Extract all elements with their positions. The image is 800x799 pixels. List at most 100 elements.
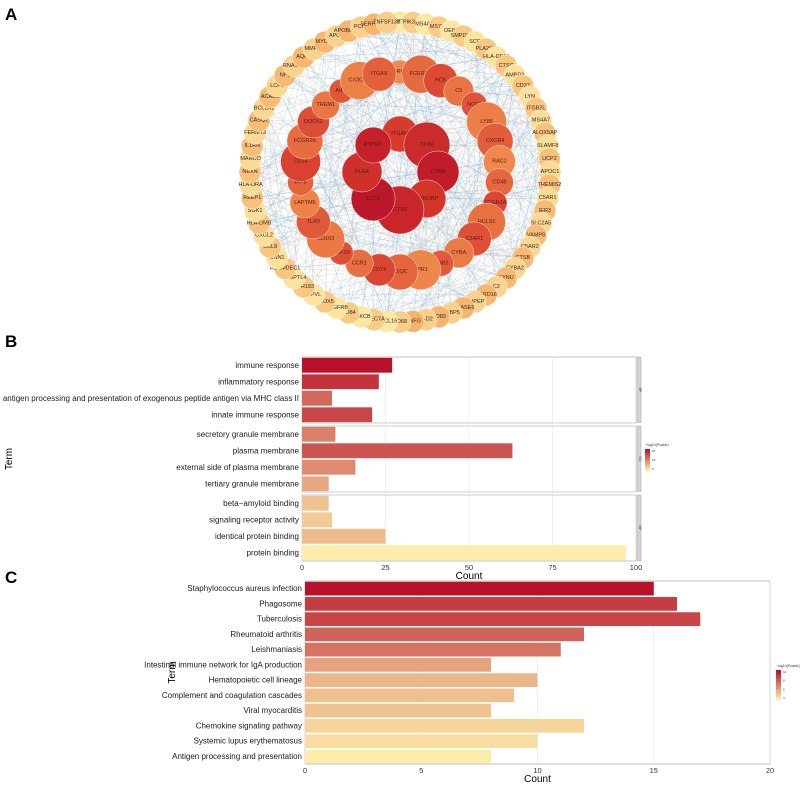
network-node-label: CORO1A	[388, 69, 412, 75]
bar	[302, 443, 513, 459]
legend-gradient-step	[776, 683, 781, 686]
bar	[302, 512, 333, 528]
network-node-label: FPR1	[414, 267, 428, 273]
network-node-circle	[375, 11, 399, 34]
network-edge	[255, 144, 427, 211]
network-edge	[324, 277, 507, 303]
network-edge	[259, 120, 487, 123]
network-node-label: PTPRC	[364, 142, 383, 148]
bar	[305, 612, 701, 626]
network-node-circle	[362, 56, 397, 92]
network-node-label: IL-D2	[419, 317, 432, 323]
network-node-label: NCF2	[467, 102, 481, 108]
network-node-label: TYROBP	[416, 196, 439, 202]
network-node-label: HCLS1	[478, 219, 496, 225]
network-node-label: CASQ2	[250, 118, 269, 124]
x-tick-label: 10	[533, 766, 541, 775]
network-node-label: SGK1	[248, 208, 263, 214]
term-label: signaling receptor activity	[209, 515, 299, 524]
legend-gradient-step	[645, 453, 650, 455]
facet-label: CC	[638, 456, 642, 462]
network-edge	[304, 85, 523, 142]
network-node-label: APOBEC3A	[334, 28, 364, 34]
bar	[305, 627, 584, 642]
network-edge	[303, 48, 487, 58]
network-node-label: LYN	[525, 94, 535, 100]
legend-gradient-step	[645, 458, 650, 461]
legend-tick-label: 6	[783, 687, 785, 691]
network-node-label: NPL	[280, 73, 291, 79]
network-node-label: CD37	[516, 83, 530, 89]
bar	[305, 688, 515, 703]
bar	[305, 719, 584, 733]
network-node-label: ITGAM	[391, 131, 409, 137]
legend-gradient-step	[645, 469, 650, 472]
network-edge	[249, 171, 459, 254]
color-legend: −log10(Pvalue) 10 8 6 4	[776, 664, 800, 701]
network-node-label: ALOX5	[316, 299, 334, 305]
network-node-label: IRF8	[295, 179, 307, 185]
network-node-label: THEMIS2	[538, 182, 562, 188]
network-node-label: KYNU	[498, 275, 513, 281]
network-node-label: CX3CR1	[348, 78, 370, 84]
network-node: TNFSF13B	[373, 11, 401, 34]
term-label: antigen processing and presentation of e…	[3, 394, 299, 403]
network-node-label: IER3	[539, 208, 551, 214]
bar	[302, 426, 336, 442]
network-node-label: LCP2	[366, 196, 380, 202]
legend-gradient-step	[645, 461, 650, 464]
legend-tick-label: 5	[652, 467, 654, 471]
term-label: Antigen processing and presentation	[172, 752, 302, 761]
network-node-label: ANGPTL4	[281, 275, 306, 281]
bar	[302, 495, 329, 511]
network-node-label: CTSS	[393, 207, 408, 213]
term-label: Phagosome	[259, 599, 302, 608]
legend-gradient-step	[776, 677, 781, 680]
network-node-label: CPVL	[307, 292, 321, 298]
network-edge	[303, 57, 360, 264]
x-tick-label: 50	[465, 563, 473, 572]
network-node-label: CD83	[432, 314, 446, 320]
network-node-label: GNFG	[405, 318, 421, 324]
network-edge	[276, 85, 360, 264]
network-node-label: CD163	[317, 236, 334, 242]
legend-gradient-step	[776, 686, 781, 690]
network-node-label: LY86	[480, 119, 492, 125]
network-node-label: CD84	[342, 310, 356, 316]
network-node-label: CXCL2	[255, 232, 273, 238]
network-node-label: MS4A6A	[415, 21, 437, 27]
term-label: Leishmaniasis	[251, 645, 302, 654]
network-node: PTPRC	[354, 126, 392, 164]
ppi-network: CYTLPIK3CGMS4A6AMS76BOE8BSMPDL3ASCDPLA2G…	[238, 10, 562, 334]
network-node-label: CD74	[372, 267, 386, 273]
legend-gradient-step	[645, 460, 650, 462]
bar	[302, 528, 386, 544]
term-label: tertiary granule membrane	[205, 479, 299, 488]
network-node-label: CTSC	[499, 63, 514, 69]
network-node-label: PLEK	[355, 169, 369, 175]
panel-label-a: A	[5, 5, 17, 24]
term-label: secretory granule membrane	[197, 430, 300, 439]
network-node-label: OE8B	[444, 28, 459, 34]
x-tick-label: 5	[419, 766, 423, 775]
network-node-label: PIK3CG	[403, 20, 423, 26]
network-edge	[325, 121, 487, 240]
network-node-label: MMP12	[304, 46, 323, 52]
network-edge	[440, 75, 516, 264]
x-tick-label: 25	[381, 563, 389, 572]
network-node-circle	[354, 126, 392, 164]
network-node-label: MS76B	[430, 24, 448, 30]
facet-label: MF	[638, 525, 642, 530]
network-node-label: RNASE1	[283, 63, 305, 69]
network-node-label: MARCO	[240, 156, 261, 162]
network-node-label: PDGFRB	[325, 305, 348, 311]
legend-gradient-step	[645, 449, 650, 451]
network-node-label: CYBA2	[506, 265, 524, 271]
term-label: beta−amyloid binding	[223, 499, 299, 508]
network-node-label: REEP1	[243, 195, 261, 201]
kegg-enrichment-chart: Staphylococcus aureus infection Phagosome…	[144, 580, 800, 785]
bar	[305, 581, 654, 596]
network-node-label: C1QC	[392, 269, 407, 275]
legend-title: −log10(Pvalue)	[645, 443, 669, 447]
legend-gradient-step	[645, 462, 650, 465]
